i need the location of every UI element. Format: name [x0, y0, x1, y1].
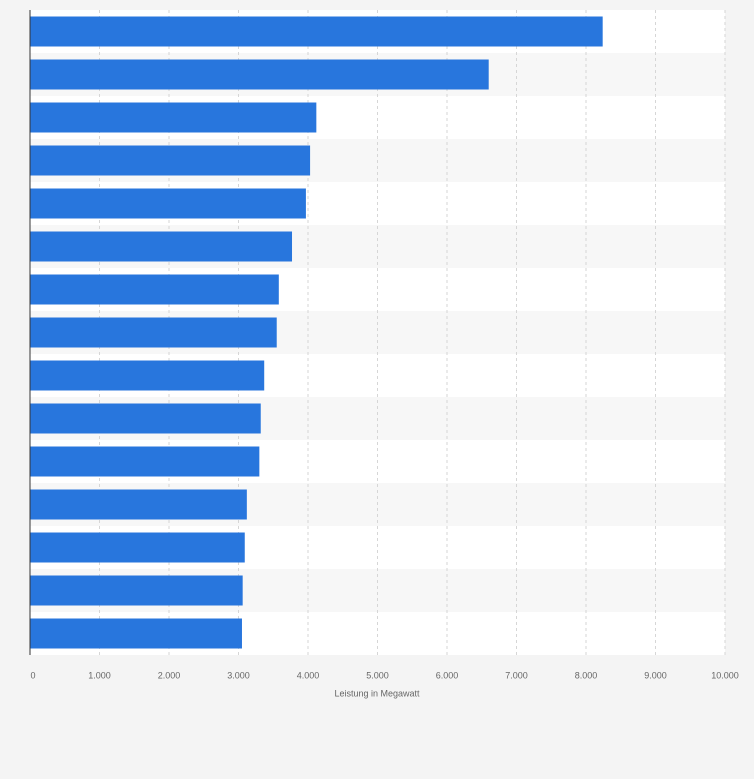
x-tick-label: 8.000 — [575, 670, 598, 680]
bar — [30, 102, 317, 133]
x-tick-label: 4.000 — [297, 670, 320, 680]
bar — [30, 446, 260, 477]
bar — [30, 360, 265, 391]
bar — [30, 575, 243, 606]
x-axis-label: Leistung in Megawatt — [334, 688, 420, 698]
x-tick-label: 1.000 — [88, 670, 111, 680]
bar — [30, 403, 261, 434]
x-tick-label: 10.000 — [711, 670, 739, 680]
bar — [30, 317, 277, 348]
bar — [30, 489, 247, 520]
x-tick-label: 7.000 — [505, 670, 528, 680]
bar — [30, 618, 242, 649]
x-tick-label: 5.000 — [366, 670, 389, 680]
x-tick-label: 3.000 — [227, 670, 250, 680]
bar — [30, 231, 293, 262]
x-tick-label: 9.000 — [644, 670, 667, 680]
bar — [30, 145, 311, 176]
bar — [30, 188, 306, 219]
x-tick-label: 0 — [30, 670, 35, 680]
x-tick-label: 2.000 — [158, 670, 181, 680]
bar — [30, 16, 603, 47]
bar — [30, 532, 245, 563]
x-tick-label: 6.000 — [436, 670, 459, 680]
bar — [30, 274, 279, 305]
bar — [30, 59, 489, 90]
